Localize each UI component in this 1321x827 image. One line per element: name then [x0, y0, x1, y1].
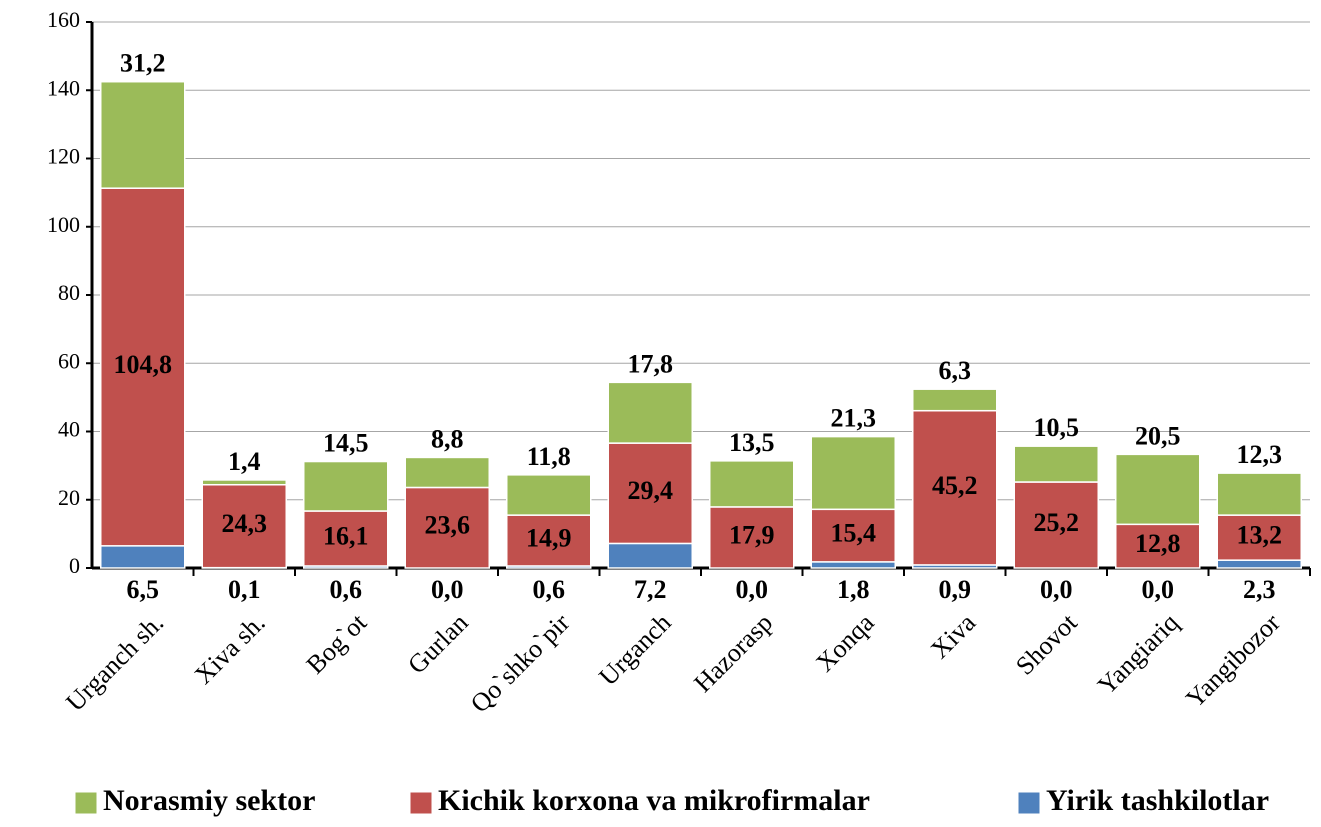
bar-segment [201, 479, 287, 486]
data-label: 15,4 [831, 519, 877, 548]
data-label: 7,2 [634, 575, 667, 604]
x-tick-label: Yangibozor [1180, 608, 1286, 714]
x-tick-label: Urganch [593, 608, 676, 691]
x-tick-label: Hazorasp [688, 608, 778, 698]
bar-segment [1115, 453, 1201, 526]
data-label: 24,3 [222, 509, 268, 538]
x-tick-label: Urganch sh. [60, 608, 169, 717]
legend-label: Yirik tashkilotlar [1046, 784, 1269, 817]
x-tick-label: Yangiariq [1092, 608, 1184, 700]
bar-segment [100, 187, 186, 547]
data-label: 0,9 [939, 575, 972, 604]
data-label: 6,5 [127, 575, 160, 604]
data-label: 16,1 [323, 521, 369, 550]
data-label: 12,3 [1237, 440, 1283, 469]
bar-segment [1115, 523, 1201, 569]
bar-segment [810, 508, 896, 563]
bar-segment [404, 486, 490, 569]
data-label: 0,6 [533, 575, 566, 604]
data-label: 14,5 [323, 428, 369, 457]
y-tick-label: 120 [47, 144, 80, 169]
y-tick-label: 40 [58, 417, 80, 442]
y-tick-label: 20 [58, 485, 80, 510]
bar-segment [506, 514, 592, 567]
bar-segment [404, 456, 490, 489]
data-label: 0,0 [736, 575, 769, 604]
x-tick-label: Bog`ot [301, 607, 373, 679]
data-label: 0,0 [1142, 575, 1175, 604]
bar-segment [912, 409, 998, 566]
data-label: 11,8 [527, 442, 571, 471]
bar-segment [506, 474, 592, 516]
bar-segment [1216, 559, 1302, 569]
legend-label: Norasmiy sektor [103, 784, 315, 817]
bar-segment [1013, 445, 1099, 483]
bar-segment [912, 388, 998, 412]
data-label: 29,4 [628, 476, 674, 505]
y-tick-label: 140 [47, 75, 80, 100]
data-label: 10,5 [1034, 413, 1080, 442]
y-tick-label: 80 [58, 280, 80, 305]
bar-segment [810, 561, 896, 569]
x-tick-label: Xiva sh. [189, 608, 271, 690]
data-label: 17,8 [628, 349, 674, 378]
legend-swatch [1017, 791, 1041, 815]
bar-segment [1013, 481, 1099, 569]
data-label: 25,2 [1034, 508, 1080, 537]
x-tick-label: Xonqa [810, 608, 880, 678]
legend-swatch [74, 791, 98, 815]
y-tick-label: 0 [69, 553, 80, 578]
data-label: 23,6 [425, 511, 471, 540]
data-label: 20,5 [1135, 421, 1181, 450]
data-label: 104,8 [114, 350, 173, 379]
bar-segment [810, 435, 896, 511]
bar-segment [303, 460, 389, 512]
x-tick-label: Qo`shko`pir [465, 608, 576, 719]
x-tick-label: Xiva [925, 608, 982, 665]
y-tick-label: 160 [47, 7, 80, 32]
data-label: 0,1 [228, 575, 261, 604]
bar-segment [709, 506, 795, 569]
data-label: 0,0 [431, 575, 464, 604]
data-label: 8,8 [431, 424, 464, 453]
data-label: 31,2 [120, 49, 166, 78]
bar-segment [607, 542, 693, 569]
data-label: 21,3 [831, 404, 877, 433]
data-label: 1,8 [837, 575, 870, 604]
bar-segment [607, 381, 693, 444]
bar-segment [100, 80, 186, 189]
data-label: 6,3 [939, 356, 972, 385]
bar-segment [607, 442, 693, 545]
data-label: 0,0 [1040, 575, 1073, 604]
bar-segment [100, 545, 186, 569]
data-label: 17,9 [729, 520, 775, 549]
legend-swatch [409, 791, 433, 815]
data-label: 45,2 [932, 471, 978, 500]
data-label: 2,3 [1243, 575, 1276, 604]
bar-segment [201, 483, 287, 569]
bar-segment [1216, 472, 1302, 516]
data-label: 14,9 [526, 523, 572, 552]
bar-segment [1216, 514, 1302, 561]
bar-segment [709, 460, 795, 508]
data-label: 12,8 [1135, 529, 1181, 558]
data-label: 0,6 [330, 575, 363, 604]
legend-label: Kichik korxona va mikrofirmalar [438, 784, 870, 817]
y-tick-label: 60 [58, 348, 80, 373]
y-tick-label: 100 [47, 212, 80, 237]
data-label: 13,2 [1237, 521, 1283, 550]
data-label: 13,5 [729, 428, 775, 457]
x-tick-label: Shovot [1010, 607, 1083, 680]
x-tick-label: Gurlan [402, 608, 474, 680]
data-label: 1,4 [228, 447, 261, 476]
